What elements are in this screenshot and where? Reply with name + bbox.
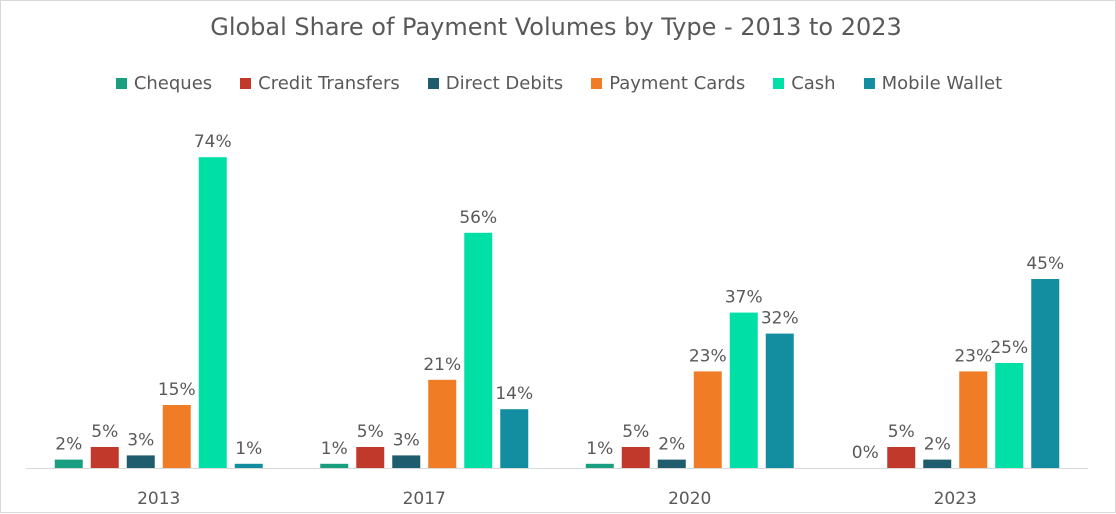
data-label: 15% <box>158 380 196 400</box>
data-label: 74% <box>194 132 232 152</box>
data-label: 0% <box>852 443 879 463</box>
data-label: 37% <box>725 288 763 308</box>
legend-item-direct-debits: Direct Debits <box>427 73 564 94</box>
bar-direct-debits-2017 <box>392 455 421 468</box>
bar-payment-cards-2017 <box>428 379 457 468</box>
bar-payment-cards-2023 <box>959 371 988 468</box>
data-label: 1% <box>586 439 613 459</box>
bar-payment-cards-2020 <box>693 371 722 468</box>
data-label: 32% <box>761 309 799 329</box>
bar-mobile-wallet-2020 <box>765 333 794 468</box>
bar-cheques-2013 <box>54 459 83 468</box>
legend-swatch <box>591 78 603 89</box>
bar-direct-debits-2020 <box>657 459 686 468</box>
data-label: 5% <box>888 422 915 442</box>
bar-mobile-wallet-2017 <box>500 409 529 468</box>
legend-swatch <box>427 78 439 89</box>
legend-item-mobile-wallet: Mobile Wallet <box>863 73 1003 94</box>
data-label: 45% <box>1026 254 1064 274</box>
bar-credit-transfers-2013 <box>90 447 119 468</box>
bar-credit-transfers-2017 <box>356 447 385 468</box>
data-label: 56% <box>459 208 497 228</box>
data-label: 23% <box>689 346 727 366</box>
bar-cash-2020 <box>729 312 758 468</box>
data-label: 2% <box>55 435 82 455</box>
data-label: 1% <box>321 439 348 459</box>
legend-swatch <box>115 78 127 89</box>
legend-item-cheques: Cheques <box>115 73 213 94</box>
x-tick-label: 2017 <box>403 489 446 509</box>
legend-label: Cheques <box>133 73 213 94</box>
bar-mobile-wallet-2023 <box>1031 279 1060 468</box>
bar-cash-2017 <box>464 232 493 468</box>
bar-direct-debits-2023 <box>923 459 952 468</box>
legend-swatch <box>773 78 785 89</box>
data-label: 25% <box>990 338 1028 358</box>
data-label: 21% <box>423 355 461 375</box>
chart-title: Global Share of Payment Volumes by Type … <box>210 13 902 41</box>
data-label: 3% <box>393 430 420 450</box>
legend-label: Payment Cards <box>609 73 746 94</box>
bar-cheques-2017 <box>320 463 349 468</box>
data-label: 3% <box>127 430 154 450</box>
chart-legend: Cheques Credit Transfers Direct Debits Paym… <box>1 73 1116 94</box>
data-label: 5% <box>357 422 384 442</box>
legend-label: Credit Transfers <box>258 73 400 94</box>
legend-label: Direct Debits <box>445 73 564 94</box>
data-label: 23% <box>954 346 992 366</box>
x-tick-label: 2023 <box>934 489 977 509</box>
bar-cash-2023 <box>995 363 1024 468</box>
legend-item-credit-transfers: Credit Transfers <box>240 73 400 94</box>
x-tick-label: 2013 <box>137 489 180 509</box>
bar-payment-cards-2013 <box>162 405 191 468</box>
data-label: 14% <box>495 384 533 404</box>
bar-direct-debits-2013 <box>126 455 155 468</box>
data-label: 5% <box>622 422 649 442</box>
legend-swatch <box>240 78 252 89</box>
legend-item-cash: Cash <box>773 73 836 94</box>
legend-label: Cash <box>791 73 836 94</box>
bar-credit-transfers-2023 <box>887 447 916 468</box>
bar-mobile-wallet-2013 <box>234 463 263 468</box>
data-label: 2% <box>924 435 951 455</box>
x-tick-label: 2020 <box>668 489 711 509</box>
legend-item-payment-cards: Payment Cards <box>591 73 745 94</box>
bar-credit-transfers-2020 <box>621 447 650 468</box>
data-label: 2% <box>658 435 685 455</box>
bar-cheques-2020 <box>585 463 614 468</box>
legend-label: Mobile Wallet <box>881 73 1003 94</box>
data-label: 1% <box>235 439 262 459</box>
legend-swatch <box>863 78 875 89</box>
bar-cash-2013 <box>198 157 227 468</box>
data-label: 5% <box>91 422 118 442</box>
